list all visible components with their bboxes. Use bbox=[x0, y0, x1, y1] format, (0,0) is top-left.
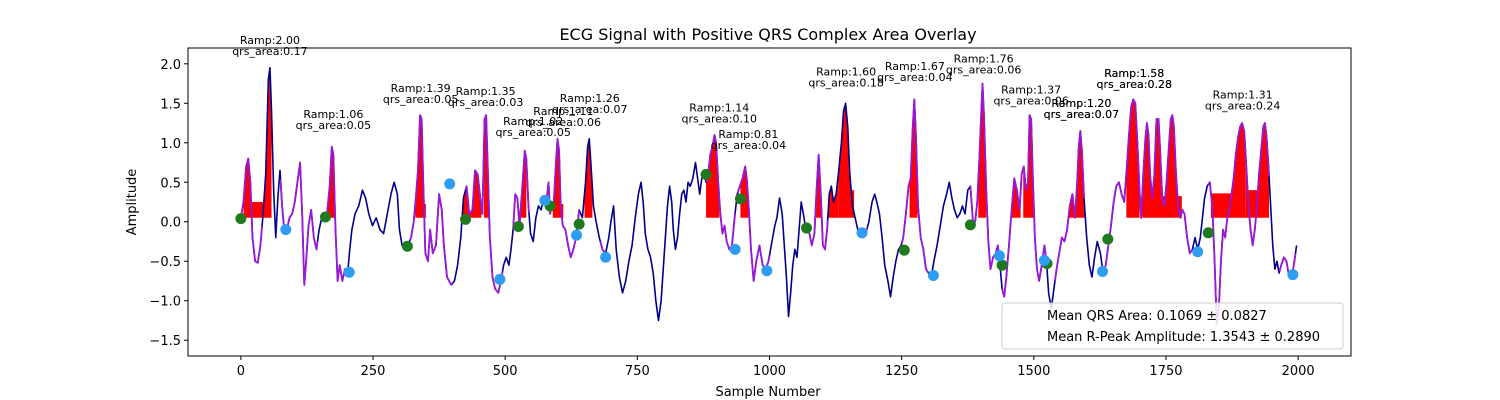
chart-title: ECG Signal with Positive QRS Complex Are… bbox=[559, 25, 976, 44]
qrs-segment-line bbox=[806, 153, 829, 251]
y-tick-label: 2.0 bbox=[160, 58, 181, 73]
qrs-offset-marker bbox=[856, 227, 868, 239]
x-tick-label: 1500 bbox=[1017, 364, 1050, 379]
qrs-segment-line bbox=[1001, 114, 1048, 298]
y-tick-label: 1.0 bbox=[160, 137, 181, 152]
qrs-onset-marker bbox=[319, 211, 331, 223]
r-peak-annotation: Ramp:1.20 qrs_area:0.07 bbox=[1044, 97, 1119, 121]
y-axis-label: Amplitude bbox=[125, 169, 140, 236]
qrs-onset-marker bbox=[573, 218, 585, 230]
x-tick-label: 2000 bbox=[1282, 364, 1315, 379]
qrs-onset-marker bbox=[996, 259, 1008, 271]
qrs-offset-marker bbox=[1287, 269, 1299, 281]
r-peak-annotation: Ramp:1.35 qrs_area:0.03 bbox=[448, 85, 523, 109]
qrs-segment-line bbox=[900, 98, 929, 273]
plot-area: Ramp:2.00 qrs_area:0.17 Ramp:1.06 qrs_area:… bbox=[232, 34, 1299, 326]
qrs-area-fill bbox=[1245, 123, 1270, 218]
x-tick-label: 250 bbox=[361, 364, 386, 379]
x-tick-label: 750 bbox=[625, 364, 650, 379]
qrs-offset-marker bbox=[761, 265, 773, 277]
r-peak-annotation: Ramp:2.00 qrs_area:0.17 bbox=[232, 34, 307, 58]
qrs-onset-marker bbox=[401, 240, 413, 252]
x-tick-label: 500 bbox=[493, 364, 518, 379]
y-tick-label: 0.0 bbox=[160, 216, 181, 231]
y-tick-label: −0.5 bbox=[149, 255, 181, 270]
qrs-onset-marker bbox=[512, 220, 524, 232]
qrs-onset-marker bbox=[801, 222, 813, 234]
qrs-offset-marker bbox=[494, 273, 506, 285]
legend-box bbox=[1001, 302, 1344, 350]
qrs-offset-marker bbox=[927, 269, 939, 281]
r-peak-annotation: Ramp:1.76 qrs_area:0.06 bbox=[946, 53, 1021, 77]
r-peak-annotation: Ramp:1.02 qrs_area:0.05 bbox=[495, 115, 570, 139]
y-tick-label: −1.5 bbox=[149, 334, 181, 349]
r-peak-annotation: Ramp:1.58 qrs_area:0.28 bbox=[1097, 67, 1172, 91]
qrs-segment-line bbox=[325, 145, 348, 282]
qrs-offset-marker bbox=[343, 266, 355, 278]
qrs-onset-marker bbox=[964, 219, 976, 231]
x-tick-label: 1250 bbox=[885, 364, 918, 379]
r-peak-annotation: Ramp:0.81 qrs_area:0.04 bbox=[711, 128, 786, 152]
qrs-onset-marker bbox=[1102, 233, 1114, 245]
qrs-segment-line bbox=[279, 161, 319, 286]
qrs-offset-marker bbox=[1097, 265, 1109, 277]
qrs-segment-line bbox=[599, 241, 607, 254]
r-peak-annotation: Ramp:1.31 qrs_area:0.24 bbox=[1205, 88, 1280, 112]
r-peak-annotation: Ramp:1.60 qrs_area:0.18 bbox=[808, 65, 883, 89]
qrs-area-fill bbox=[552, 138, 564, 218]
x-tick-label: 1000 bbox=[753, 364, 786, 379]
qrs-offset-marker bbox=[993, 250, 1005, 262]
qrs-area-fill bbox=[978, 83, 987, 218]
qrs-segment-line bbox=[409, 114, 454, 286]
qrs-onset-marker bbox=[700, 168, 712, 180]
qrs-segment-line bbox=[1278, 253, 1297, 278]
r-peak-annotation: Ramp:1.58 qrs_area:0.28 bbox=[1097, 67, 1172, 91]
qrs-segment-line bbox=[1101, 98, 1194, 274]
qrs-offset-marker bbox=[729, 243, 741, 255]
axes: 0 250 500 750 1000 1250 1500 1750 2000 −1.5 −1.0 −0… bbox=[149, 58, 1314, 379]
qrs-onset-marker bbox=[898, 244, 910, 256]
legend-entry-qrs-area: Mean QRS Area: 0.1069 ± 0.0827 bbox=[1047, 309, 1267, 324]
qrs-area-fill bbox=[809, 154, 839, 218]
qrs-offset-marker bbox=[1038, 254, 1050, 266]
qrs-offset-marker bbox=[539, 194, 551, 206]
y-tick-label: −1.0 bbox=[149, 295, 181, 310]
x-tick-label: 0 bbox=[237, 364, 245, 379]
qrs-segment-line bbox=[464, 114, 504, 294]
y-tick-label: 1.5 bbox=[160, 97, 181, 112]
qrs-offset-marker bbox=[600, 251, 612, 263]
qrs-segment-line bbox=[512, 149, 530, 230]
r-peak-annotation: Ramp:1.06 qrs_area:0.05 bbox=[296, 108, 371, 132]
qrs-onset-marker bbox=[734, 193, 746, 205]
r-peak-annotation: Ramp:1.11 qrs_area:0.06 bbox=[526, 105, 601, 129]
qrs-area-fill bbox=[1142, 115, 1182, 218]
qrs-onset-marker bbox=[235, 213, 247, 225]
qrs-segment-line bbox=[1054, 130, 1085, 282]
r-peak-annotation: Ramp:1.26 qrs_area:0.07 bbox=[552, 92, 627, 116]
qrs-onset-marker bbox=[1202, 227, 1214, 239]
qrs-segment-line bbox=[239, 157, 263, 264]
legend-entry-r-peak: Mean R-Peak Amplitude: 1.3543 ± 0.2890 bbox=[1047, 330, 1320, 345]
qrs-area-fill bbox=[1210, 123, 1246, 218]
r-peak-annotation: Ramp:1.67 qrs_area:0.04 bbox=[877, 60, 952, 84]
x-axis-label: Sample Number bbox=[715, 385, 821, 400]
qrs-offset-marker bbox=[280, 224, 292, 236]
r-peak-annotation: Ramp:1.37 qrs_area:0.06 bbox=[993, 84, 1068, 108]
r-peak-annotation: Ramp:1.20 qrs_area:0.07 bbox=[1044, 97, 1119, 121]
r-peak-annotation: Ramp:1.14 qrs_area:0.10 bbox=[682, 102, 757, 126]
x-tick-label: 1750 bbox=[1149, 364, 1182, 379]
y-tick-label: 0.5 bbox=[160, 176, 181, 191]
qrs-offset-marker bbox=[571, 229, 583, 241]
legend: Mean QRS Area: 0.1069 ± 0.0827 Mean R-Pe… bbox=[1001, 302, 1344, 350]
qrs-offset-marker bbox=[1192, 246, 1204, 258]
r-peak-annotation: Ramp:1.39 qrs_area:0.05 bbox=[383, 82, 458, 106]
qrs-onset-marker bbox=[460, 213, 472, 225]
qrs-offset-marker bbox=[444, 178, 456, 190]
